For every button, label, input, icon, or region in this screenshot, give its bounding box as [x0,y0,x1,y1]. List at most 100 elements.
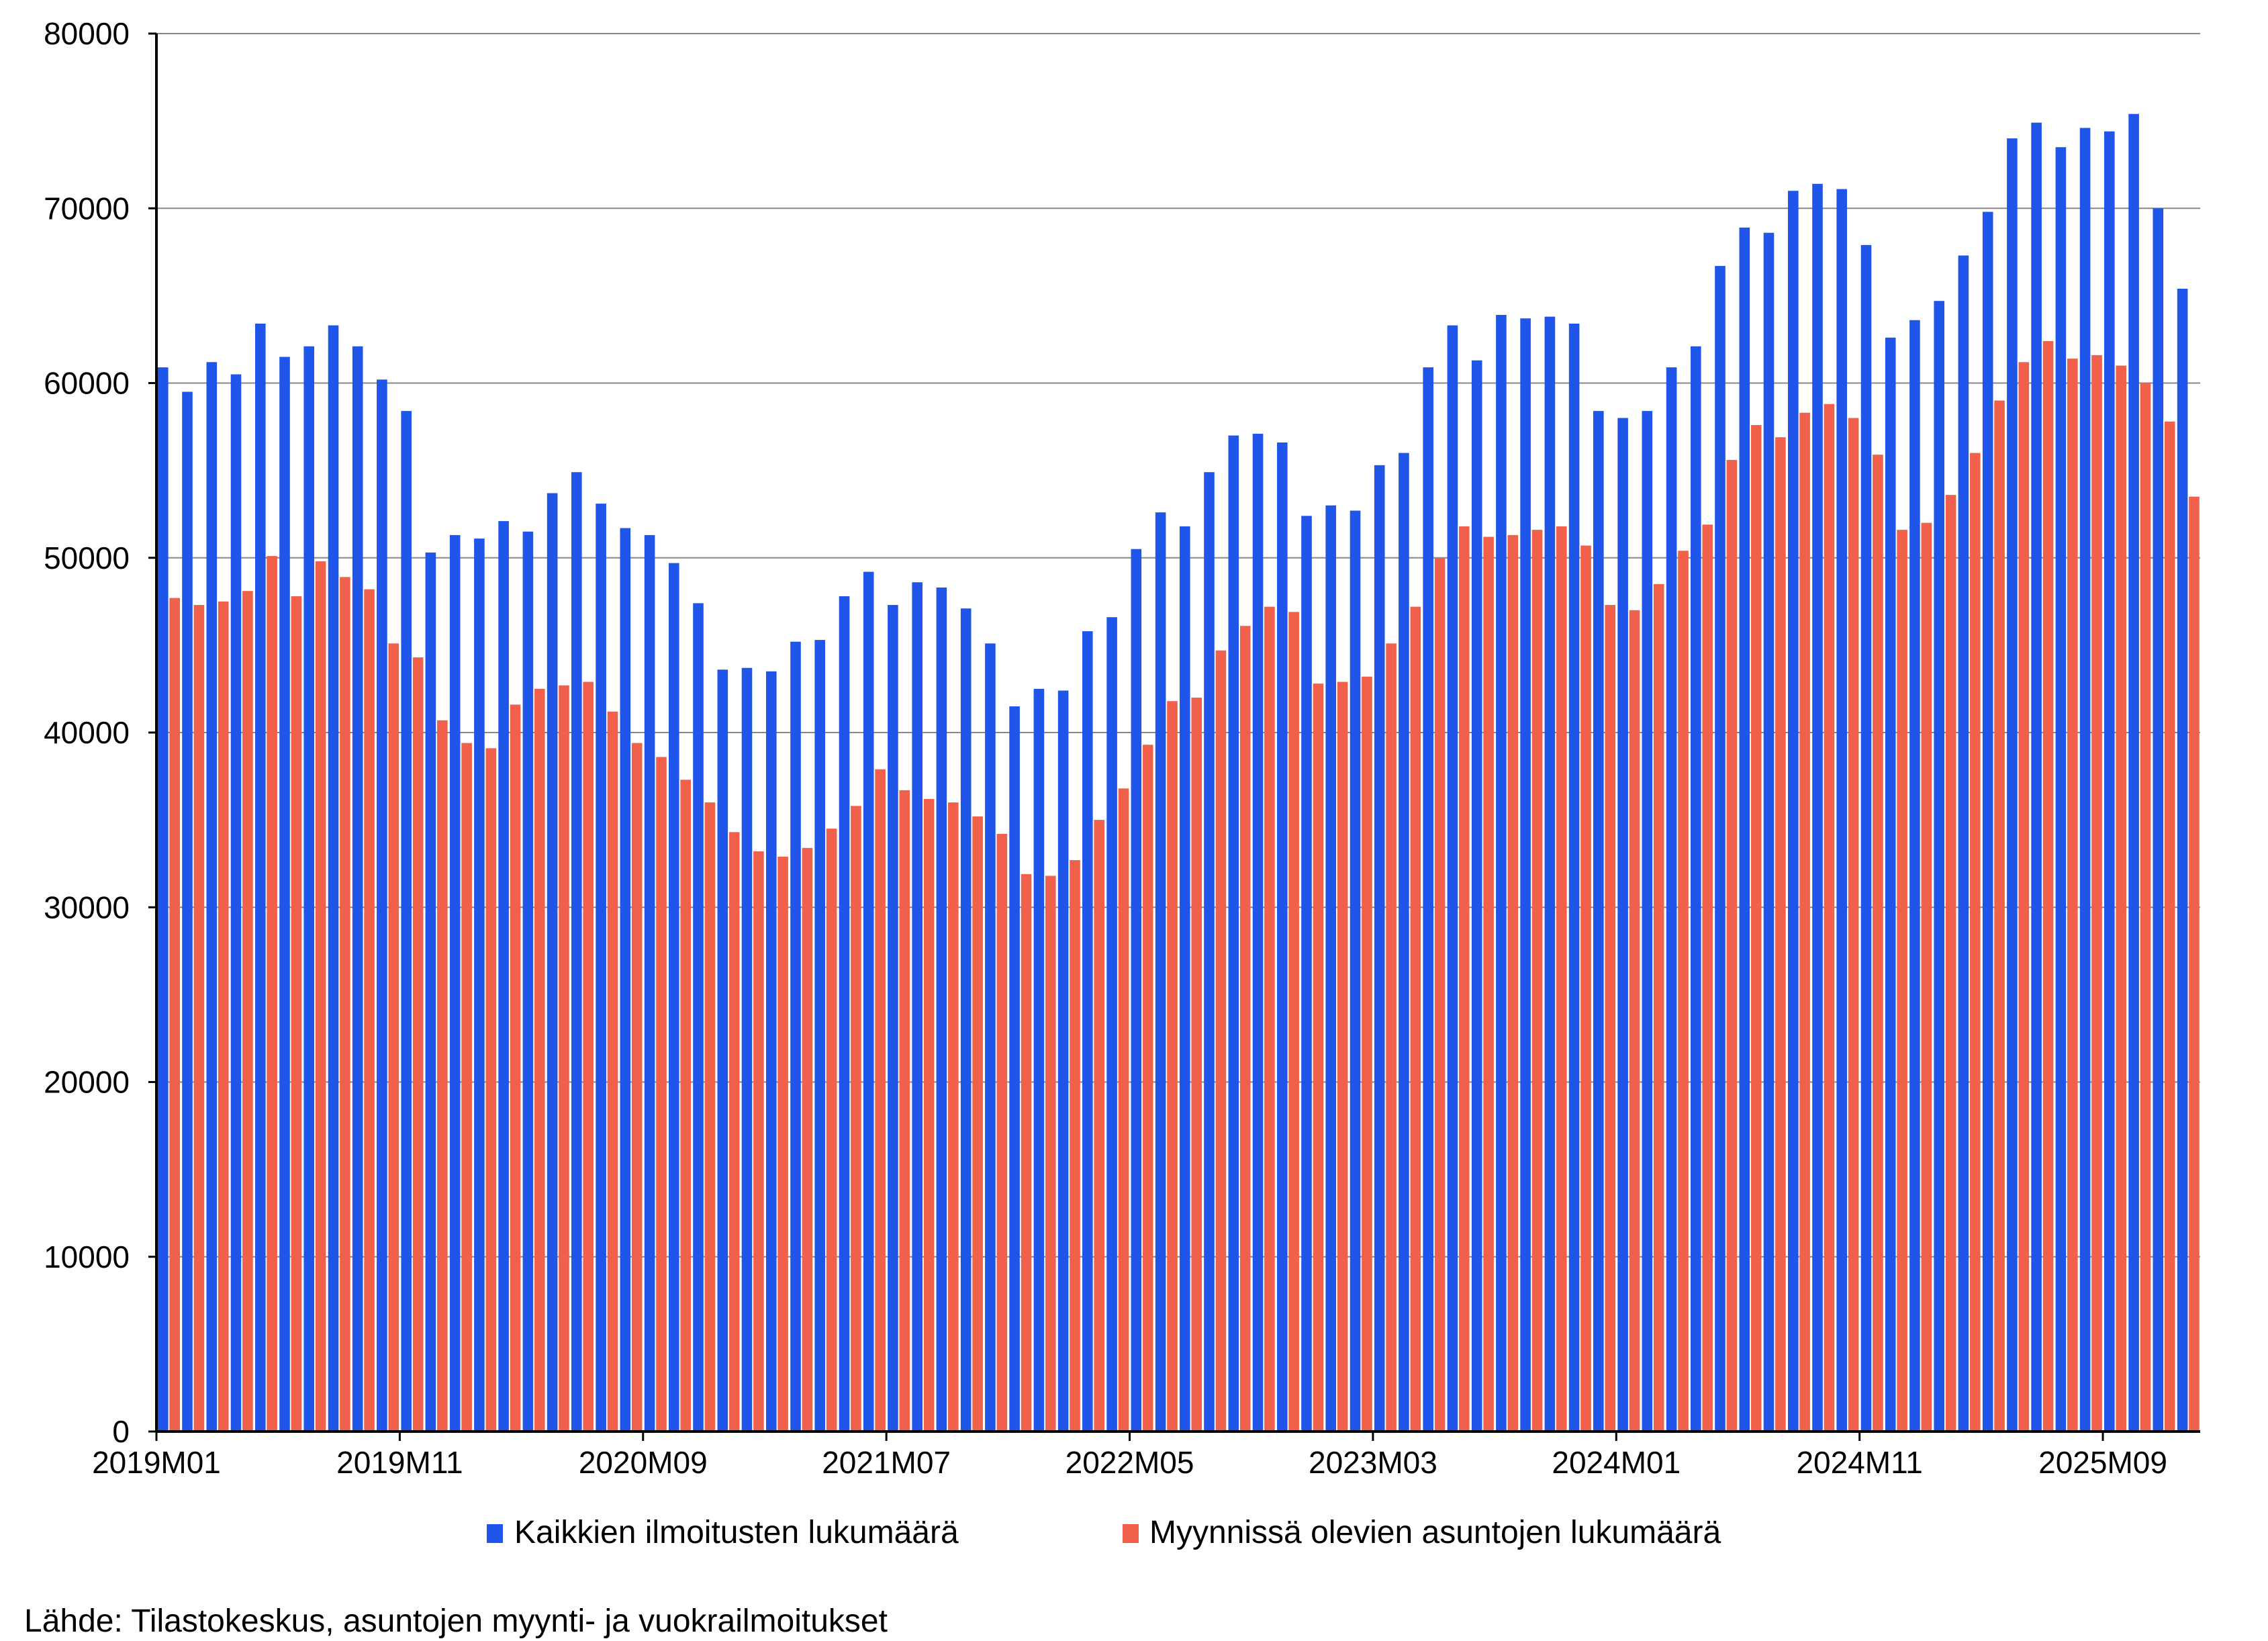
bar-all-listings [2079,128,2091,1432]
y-tick-label: 70000 [44,191,130,226]
bar-for-sale [291,596,302,1432]
bar-for-sale [315,561,326,1432]
legend-swatch-all-listings [487,1524,503,1543]
bar-for-sale [485,748,497,1432]
bar-all-listings [985,643,996,1432]
y-tick-label: 50000 [44,541,130,575]
gridlines [156,33,2200,1258]
bar-all-listings [1642,411,1653,1432]
bar-for-sale [923,798,935,1432]
bar-for-sale [1070,860,1080,1432]
bar-all-listings [1520,318,1531,1432]
bar-all-listings [1691,346,1701,1432]
bar-all-listings [1934,301,1944,1432]
bar-all-listings [158,367,169,1432]
bar-for-sale [1897,530,1907,1432]
bar-all-listings [1982,212,1993,1432]
x-tick-label: 2024M01 [1552,1445,1681,1480]
bar-all-listings [255,324,266,1432]
legend-swatch-for-sale [1123,1524,1139,1543]
bar-all-listings [1860,244,1872,1432]
bar-all-listings [1009,706,1020,1432]
bar-all-listings [2153,208,2164,1432]
bar-for-sale [218,601,229,1432]
bar-all-listings [2104,131,2115,1432]
bar-for-sale [607,711,618,1432]
bar-for-sale [1264,606,1275,1432]
bar-for-sale [2140,383,2151,1432]
bar-for-sale [461,743,472,1432]
bar-all-listings [401,411,412,1432]
bar-all-listings [644,534,655,1432]
x-tick-label: 2022M05 [1066,1445,1194,1480]
bar-all-listings [425,552,436,1432]
bar-for-sale [1483,536,1494,1432]
bar-for-sale [193,605,205,1432]
bar-all-listings [1082,631,1093,1432]
bar-for-sale [753,851,764,1432]
bar-for-sale [972,816,983,1432]
bar-all-listings [717,669,728,1432]
source-note: Lähde: Tilastokeskus, asuntojen myynti- … [24,1603,888,1639]
bar-for-sale [1945,495,1956,1432]
bar-for-sale [1386,643,1397,1432]
bar-all-listings [693,603,704,1432]
bar-for-sale [2091,355,2102,1432]
x-tick-label: 2020M09 [579,1445,708,1480]
bar-for-sale [1873,455,1883,1432]
bar-for-sale [1239,626,1251,1432]
bar-all-listings [547,493,558,1432]
bar-for-sale [388,643,399,1432]
bar-for-sale [899,790,910,1432]
bar-all-listings [571,472,582,1432]
bar-for-sale [583,682,594,1432]
bar-for-sale [1507,534,1519,1432]
x-tick-label: 2025M09 [2038,1445,2167,1480]
bar-for-sale [1726,460,1738,1432]
bar-for-sale [559,685,569,1432]
bar-all-listings [1812,183,1823,1432]
bar-for-sale [1994,400,2005,1432]
bar-for-sale [1459,526,1470,1432]
bar-all-listings [1301,516,1312,1432]
bar-all-listings [1033,688,1045,1432]
bar-all-listings [1057,690,1069,1432]
bar-all-listings [206,362,218,1432]
bar-for-sale [1824,404,1835,1432]
bar-for-sale [1288,612,1299,1432]
bar-for-sale [656,757,667,1432]
bar-all-listings [1763,232,1775,1432]
bar-all-listings [1180,526,1190,1432]
y-tick-label: 60000 [44,366,130,401]
bar-for-sale [802,847,813,1432]
bar-for-sale [728,832,740,1432]
bar-all-listings [1568,324,1580,1432]
bar-all-listings [1958,255,1969,1432]
bar-for-sale [996,833,1008,1432]
bar-all-listings [1593,411,1604,1432]
bar-all-listings [1544,316,1556,1432]
bar-for-sale [1678,551,1689,1432]
bar-for-sale [1191,698,1202,1432]
bar-all-listings [522,531,534,1432]
bar-for-sale [1629,610,1640,1432]
bar-all-listings [474,538,485,1432]
bar-all-listings [1350,510,1361,1432]
bar-for-sale [1337,682,1348,1432]
bar-all-listings [741,667,753,1432]
bar-all-listings [1909,320,1920,1432]
bar-for-sale [948,802,959,1432]
bar-all-listings [1423,367,1433,1432]
bar-all-listings [230,374,242,1432]
bar-all-listings [1836,189,1847,1432]
x-tick-label: 2021M07 [822,1445,951,1480]
bar-for-sale [1362,676,1372,1432]
bar-for-sale [1702,524,1713,1432]
bar-all-listings [1666,367,1677,1432]
bar-for-sale [777,856,788,1432]
bar-for-sale [340,577,350,1432]
legend-label-for-sale: Myynnissä olevien asuntojen lukumäärä [1149,1515,1721,1550]
bar-all-listings [449,534,461,1432]
bar-for-sale [1799,412,1810,1432]
